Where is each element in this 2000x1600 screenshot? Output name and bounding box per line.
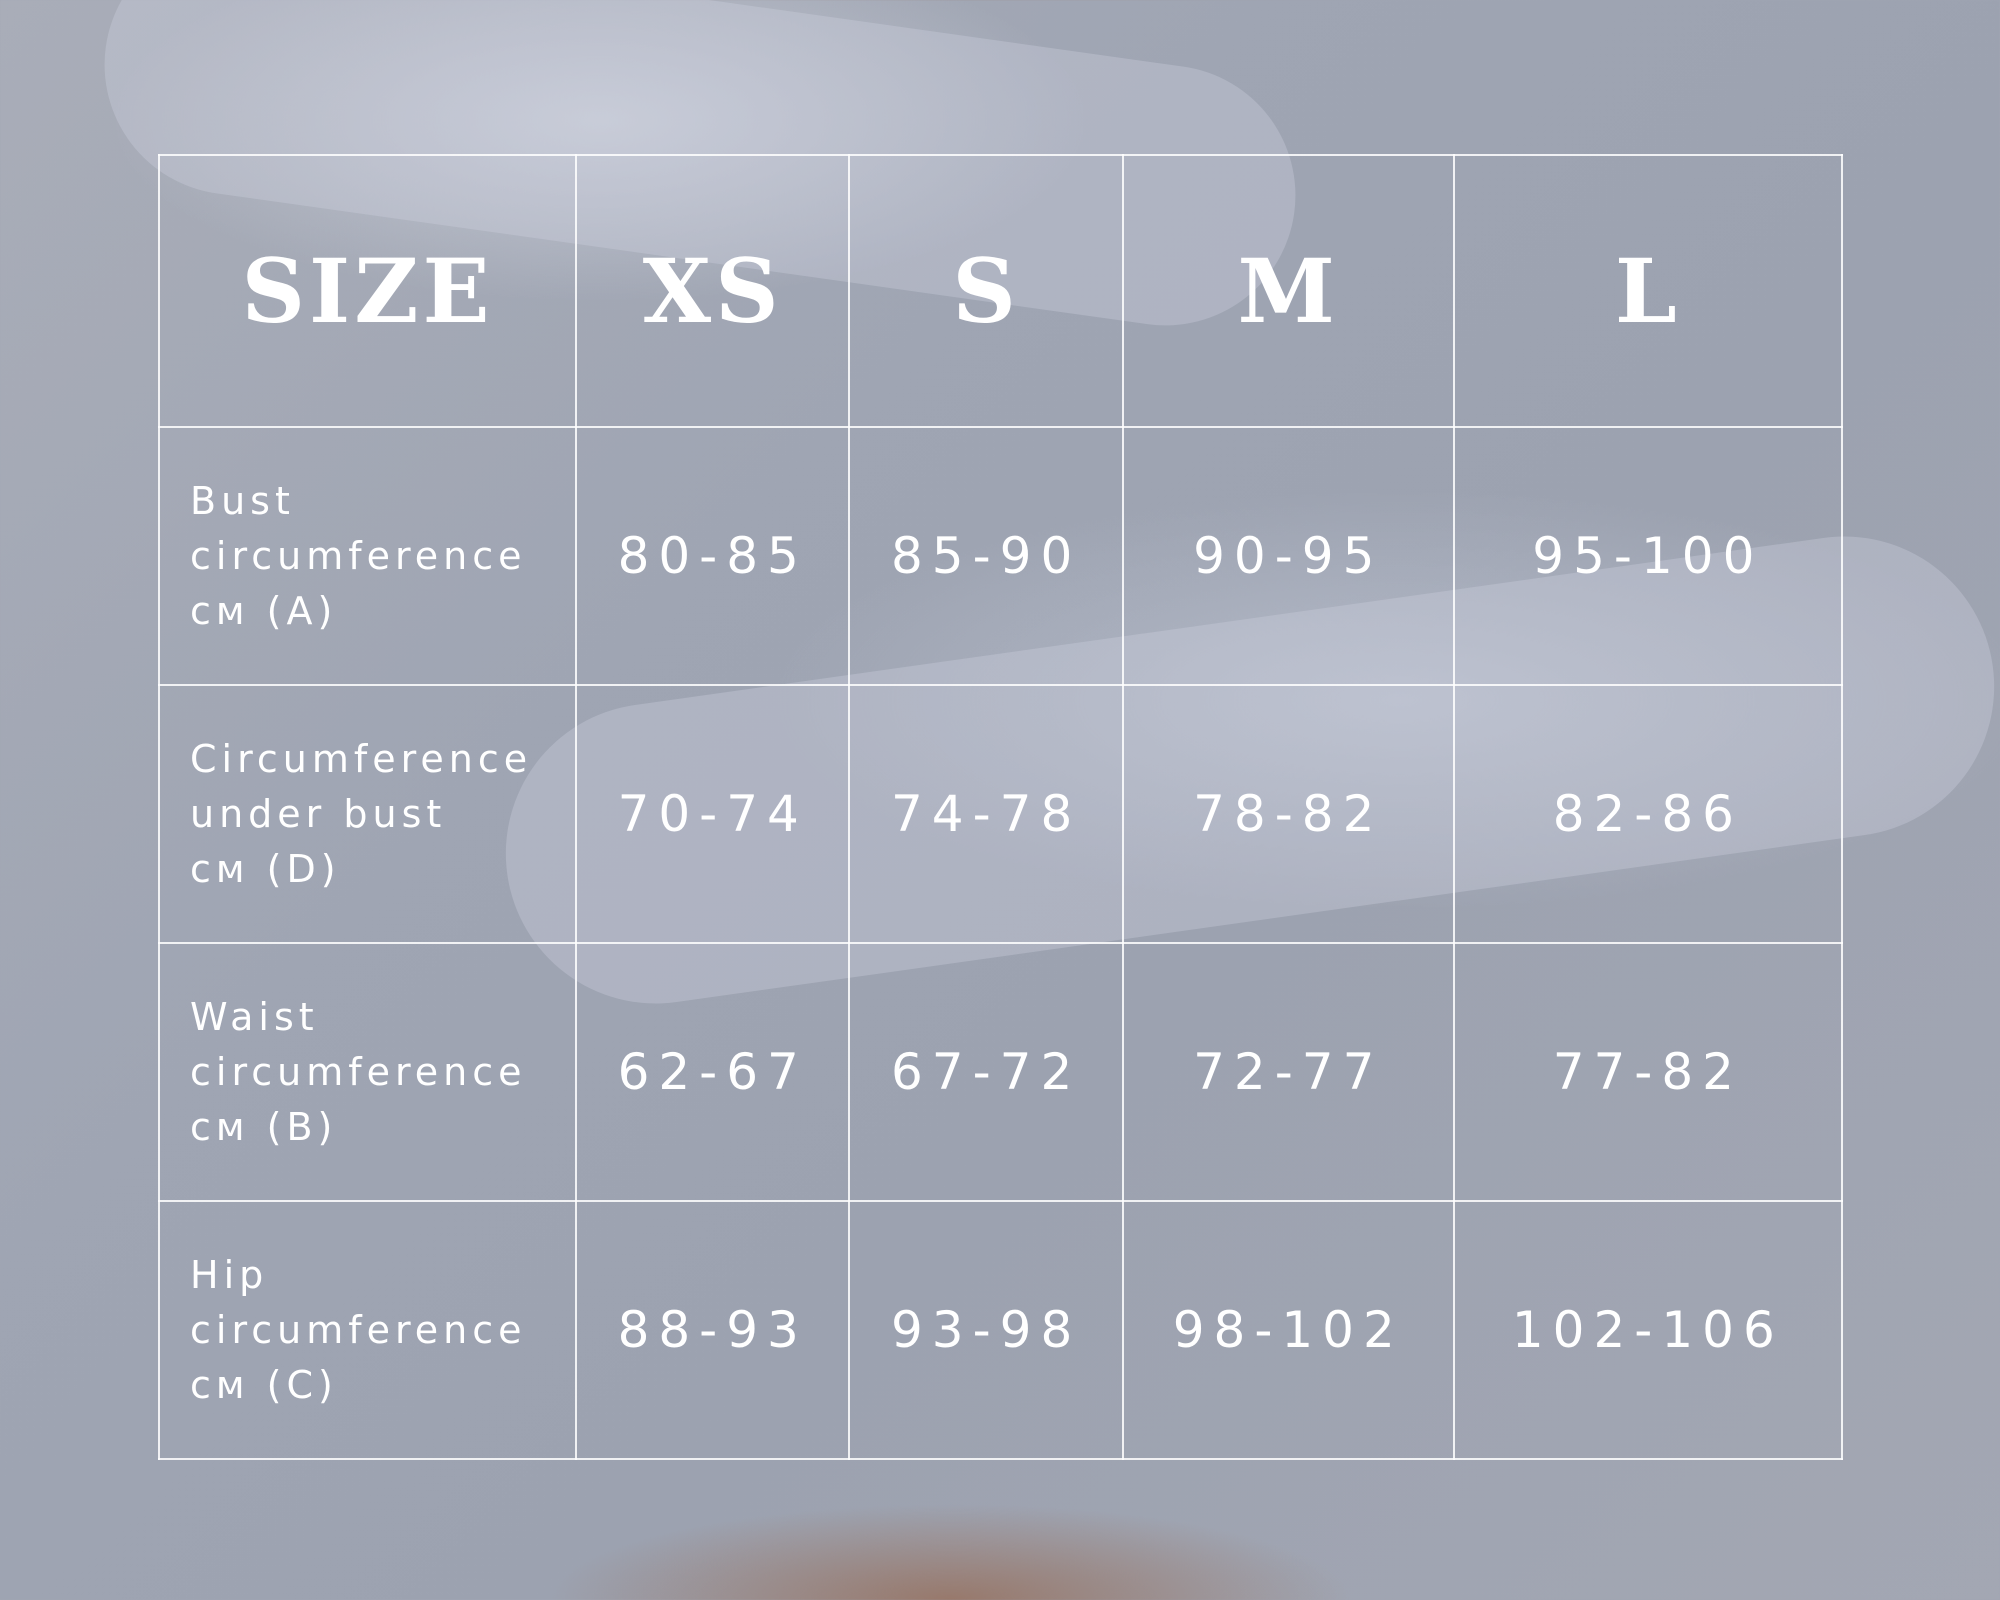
table-row-waist: Waist circumference см (B) 62-67 67-72 72-…	[158, 942, 1844, 1202]
row-label: Bust circumference см (A)	[158, 426, 577, 686]
size-chart-table: SIZE XS S M L Bust circumference см (A) 80…	[158, 154, 1844, 1460]
cell: 88-93	[574, 1200, 851, 1460]
cell: 82-86	[1452, 684, 1844, 944]
cell: 80-85	[574, 426, 851, 686]
cell: 85-90	[848, 426, 1124, 686]
cell: 95-100	[1452, 426, 1844, 686]
header-row: SIZE XS S M L	[158, 154, 1844, 428]
size-m: M	[1121, 154, 1455, 428]
size-xs: XS	[574, 154, 851, 428]
cell: 62-67	[574, 942, 851, 1202]
cell: 90-95	[1121, 426, 1455, 686]
cell: 93-98	[848, 1200, 1124, 1460]
cell: 67-72	[848, 942, 1124, 1202]
cell: 77-82	[1452, 942, 1844, 1202]
cell: 102-106	[1452, 1200, 1844, 1460]
table-row-hip: Hip circumference см (C) 88-93 93-98 98-10…	[158, 1200, 1844, 1460]
cell: 74-78	[848, 684, 1124, 944]
row-label: Waist circumference см (B)	[158, 942, 577, 1202]
cell: 70-74	[574, 684, 851, 944]
row-label: Circumference under bust см (D)	[158, 684, 577, 944]
cell: 72-77	[1121, 942, 1455, 1202]
size-s: S	[848, 154, 1124, 428]
row-label: Hip circumference см (C)	[158, 1200, 577, 1460]
size-l: L	[1452, 154, 1844, 428]
cell: 78-82	[1121, 684, 1455, 944]
size-header: SIZE	[158, 154, 577, 428]
table-row-under-bust: Circumference under bust см (D) 70-74 74-7…	[158, 684, 1844, 944]
cell: 98-102	[1121, 1200, 1455, 1460]
table-row-bust: Bust circumference см (A) 80-85 85-90 90-9…	[158, 426, 1844, 686]
